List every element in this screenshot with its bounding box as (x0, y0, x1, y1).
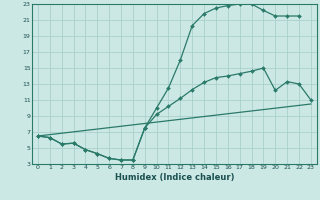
X-axis label: Humidex (Indice chaleur): Humidex (Indice chaleur) (115, 173, 234, 182)
